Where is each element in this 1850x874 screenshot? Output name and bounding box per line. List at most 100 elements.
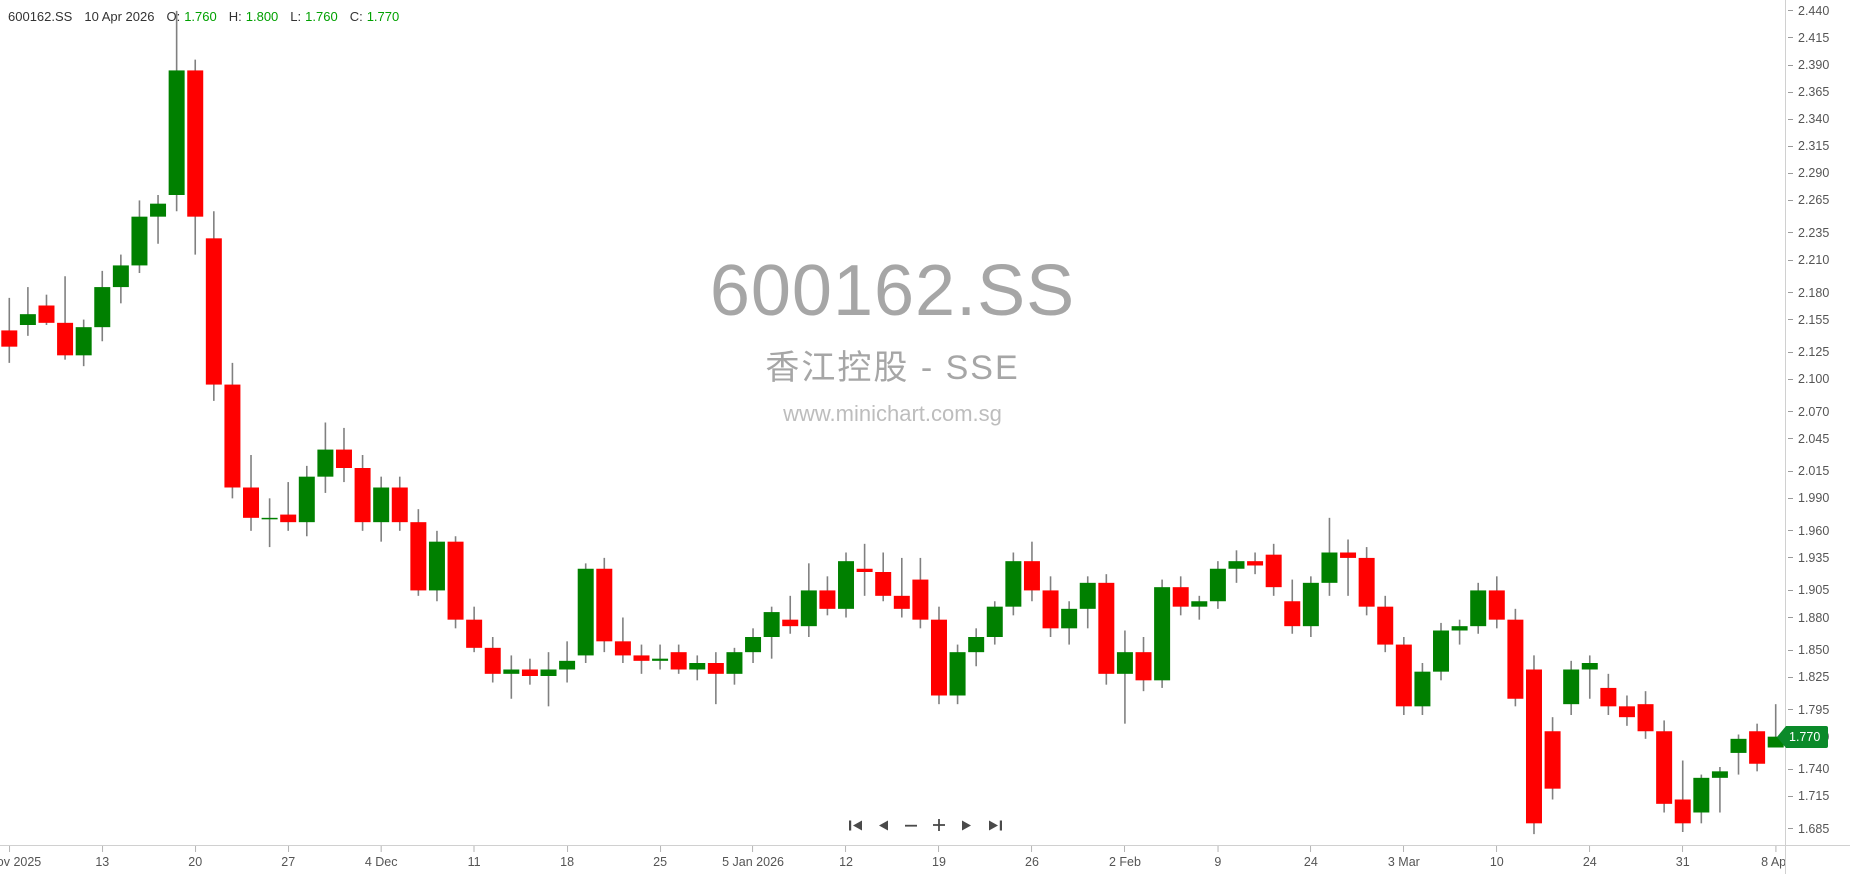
price-axis-tick-label: 1.960 xyxy=(1798,523,1830,538)
date-axis-tick: 3 Mar xyxy=(1388,846,1420,869)
price-axis-tick-label: 2.210 xyxy=(1798,253,1830,267)
date-axis-tick-label: 5 Jan 2026 xyxy=(722,855,784,869)
date-axis-tick: 27 xyxy=(281,846,295,869)
tick-dash xyxy=(1788,589,1793,591)
date-axis-tick: 20 xyxy=(188,846,202,869)
tick-mark xyxy=(1775,846,1777,852)
price-axis-tick-label: 2.100 xyxy=(1798,372,1830,387)
price-axis-tick-label: 2.015 xyxy=(1798,464,1830,479)
price-axis-tick: 2.390 xyxy=(1786,58,1850,72)
date-axis-tick: 31 xyxy=(1676,846,1690,869)
price-axis-tick: 1.850 xyxy=(1786,643,1850,657)
price-axis-tick: 1.715 xyxy=(1786,789,1850,803)
date-axis-tick-label: 24 xyxy=(1303,855,1318,869)
zoom-out-icon xyxy=(905,824,917,827)
date-axis-tick: 19 xyxy=(932,846,946,869)
price-axis-tick: 1.960 xyxy=(1786,524,1850,538)
price-axis-tick: 2.015 xyxy=(1786,464,1850,478)
ohlc-legend: 600162.SS 10 Apr 2026 O: 1.760 H: 1.800 … xyxy=(8,8,399,24)
price-axis-tick: 1.935 xyxy=(1786,551,1850,565)
last-price-tag: 1.770 xyxy=(1777,725,1829,748)
date-axis-tick: 9 xyxy=(1214,846,1221,869)
price-axis-tick: 2.315 xyxy=(1786,139,1850,153)
zoom-in-icon xyxy=(933,819,945,831)
tick-dash xyxy=(1788,795,1793,797)
price-axis-tick-label: 2.315 xyxy=(1798,139,1830,154)
tick-dash xyxy=(1788,617,1793,618)
price-axis-tick: 2.365 xyxy=(1786,85,1850,99)
price-axis-tick-label: 2.045 xyxy=(1798,431,1830,446)
date-axis-tick: 4 Dec xyxy=(365,846,398,869)
date-axis-tick: 10 xyxy=(1490,846,1504,869)
price-axis-tick-label: 2.070 xyxy=(1798,404,1830,419)
price-axis-tick: 2.100 xyxy=(1786,372,1850,386)
price-axis-tick-label: 1.795 xyxy=(1798,702,1830,717)
price-axis-tick: 2.440 xyxy=(1786,4,1850,18)
price-axis[interactable]: 2.440 2.415 2.390 2.365 2.340 2.315 2.290 2.265… xyxy=(1777,0,1850,845)
zoom-in-button[interactable] xyxy=(925,813,953,837)
price-axis-tick: 1.905 xyxy=(1786,583,1850,597)
candlestick-series xyxy=(1,10,1784,835)
tick-dash xyxy=(1788,557,1793,559)
tick-mark xyxy=(938,846,940,852)
chart-plot-area[interactable]: 600162.SS 香江控股 - SSE www.minichart.com.s… xyxy=(0,0,1785,845)
tick-mark xyxy=(659,846,661,852)
tick-dash xyxy=(1788,768,1793,770)
price-axis-tick-label: 2.415 xyxy=(1798,30,1830,45)
price-axis-tick: 1.740 xyxy=(1786,762,1850,776)
price-axis-tick: 2.265 xyxy=(1786,193,1850,207)
price-axis-tick: 1.795 xyxy=(1786,703,1850,717)
date-axis-tick-label: 25 xyxy=(653,855,668,869)
price-axis-tick: 2.340 xyxy=(1786,112,1850,126)
date-axis[interactable]: 6 Nov 2025 13 20 27 4 Dec 11 18 25 5 Jan 2026 12 1… xyxy=(0,845,1790,874)
last-price-value: 1.770 xyxy=(1786,725,1829,748)
tick-dash xyxy=(1788,319,1793,321)
ohlc-close-label: C: xyxy=(349,8,363,24)
price-axis-tick-label: 1.825 xyxy=(1798,670,1830,685)
price-axis-tick: 1.685 xyxy=(1786,822,1850,836)
tick-dash xyxy=(1788,172,1793,174)
tick-mark xyxy=(1310,846,1312,852)
tick-dash xyxy=(1788,378,1793,380)
tick-dash xyxy=(1788,497,1793,499)
tick-dash xyxy=(1788,118,1793,120)
tick-dash xyxy=(1788,649,1793,651)
price-axis-tick-label: 2.365 xyxy=(1798,85,1830,100)
tick-dash xyxy=(1788,259,1793,261)
last-price-arrow xyxy=(1777,725,1786,748)
tick-mark xyxy=(1496,846,1498,852)
tick-dash xyxy=(1788,91,1793,93)
skip-to-start-button[interactable] xyxy=(841,813,869,837)
date-axis-tick-label: 31 xyxy=(1675,855,1690,869)
tick-dash xyxy=(1788,828,1793,830)
price-axis-tick-label: 1.990 xyxy=(1798,491,1830,506)
step-back-button[interactable] xyxy=(869,813,897,837)
tick-mark xyxy=(845,846,847,852)
tick-mark xyxy=(566,846,568,852)
skip-to-end-icon xyxy=(988,820,1002,830)
date-axis-tick: 2 Feb xyxy=(1109,846,1141,869)
step-forward-button[interactable] xyxy=(953,813,981,837)
date-axis-tick-label: 27 xyxy=(281,855,296,869)
ohlc-low-value: 1.760 xyxy=(305,8,338,24)
date-axis-tick: 11 xyxy=(468,846,481,869)
ohlc-open-label: O: xyxy=(166,8,181,24)
ohlc-date: 10 Apr 2026 xyxy=(84,8,155,24)
date-axis-tick: 24 xyxy=(1304,846,1318,869)
price-axis-tick-label: 1.880 xyxy=(1798,610,1830,625)
tick-mark xyxy=(380,846,382,852)
skip-to-end-button[interactable] xyxy=(981,813,1009,837)
price-axis-tick: 2.180 xyxy=(1786,286,1850,300)
ohlc-close-value: 1.770 xyxy=(366,8,400,24)
date-axis-tick-label: 8 Apr xyxy=(1761,855,1791,869)
price-axis-tick: 2.415 xyxy=(1786,31,1850,45)
tick-dash xyxy=(1788,145,1793,147)
price-axis-tick-label: 2.125 xyxy=(1798,345,1830,360)
ohlc-high-value: 1.800 xyxy=(245,8,279,24)
price-axis-tick: 2.045 xyxy=(1786,432,1850,446)
tick-mark xyxy=(1403,846,1405,852)
zoom-out-button[interactable] xyxy=(897,813,925,837)
date-axis-tick-label: 11 xyxy=(467,855,481,869)
date-axis-tick-label: 18 xyxy=(560,855,575,869)
tick-dash xyxy=(1788,292,1793,293)
